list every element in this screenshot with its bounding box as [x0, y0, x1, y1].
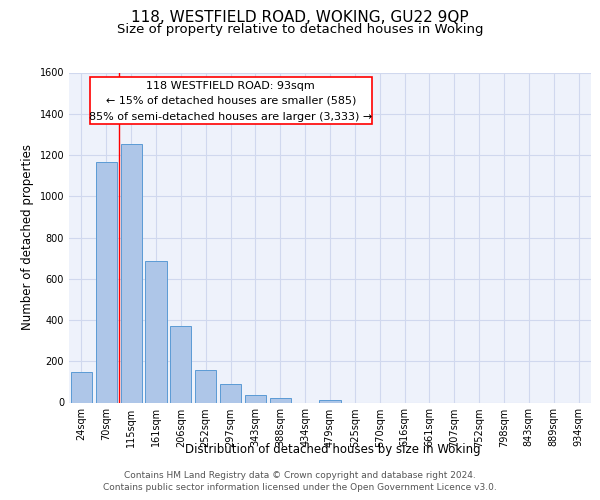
Bar [245, 396, 266, 402]
Bar [170, 326, 191, 402]
Text: Contains HM Land Registry data © Crown copyright and database right 2024.: Contains HM Land Registry data © Crown c… [124, 471, 476, 480]
Text: 118 WESTFIELD ROAD: 93sqm: 118 WESTFIELD ROAD: 93sqm [146, 80, 315, 91]
Bar [71, 372, 92, 402]
Bar [121, 144, 142, 402]
Bar [270, 398, 291, 402]
FancyBboxPatch shape [90, 78, 372, 124]
Text: Size of property relative to detached houses in Woking: Size of property relative to detached ho… [117, 22, 483, 36]
Text: 118, WESTFIELD ROAD, WOKING, GU22 9QP: 118, WESTFIELD ROAD, WOKING, GU22 9QP [131, 10, 469, 25]
Text: ← 15% of detached houses are smaller (585): ← 15% of detached houses are smaller (58… [106, 96, 356, 106]
Bar [220, 384, 241, 402]
Text: 85% of semi-detached houses are larger (3,333) →: 85% of semi-detached houses are larger (… [89, 112, 373, 122]
Text: Distribution of detached houses by size in Woking: Distribution of detached houses by size … [185, 442, 481, 456]
Bar [96, 162, 117, 402]
Bar [145, 261, 167, 402]
Text: Contains public sector information licensed under the Open Government Licence v3: Contains public sector information licen… [103, 483, 497, 492]
Y-axis label: Number of detached properties: Number of detached properties [21, 144, 34, 330]
Bar [195, 370, 216, 402]
Bar [319, 400, 341, 402]
